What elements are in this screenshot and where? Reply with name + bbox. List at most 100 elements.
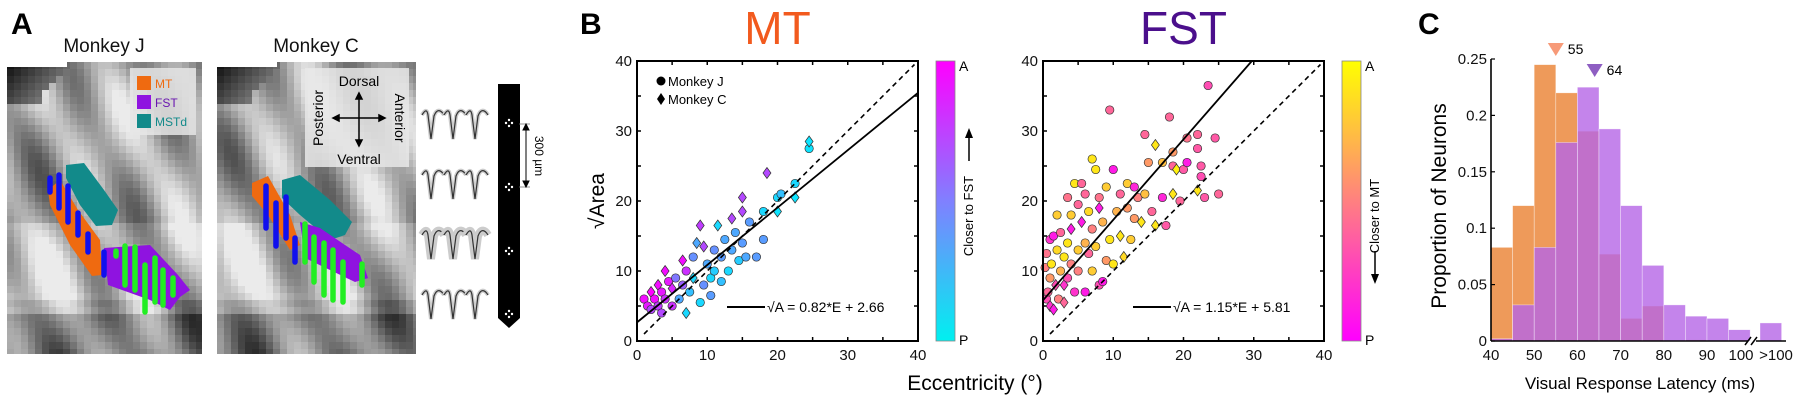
mri-voxel <box>126 69 134 77</box>
mri-voxel <box>133 349 141 354</box>
mri-voxel <box>21 132 29 140</box>
mri-voxel <box>175 237 183 245</box>
mri-voxel <box>392 237 400 245</box>
mri-voxel <box>91 223 99 231</box>
mri-voxel <box>287 258 295 266</box>
mri-voxel <box>98 111 106 119</box>
mri-voxel <box>42 335 50 343</box>
mri-voxel <box>413 139 416 147</box>
mri-voxel <box>63 293 71 301</box>
mri-voxel <box>175 160 183 168</box>
mri-voxel <box>217 307 225 315</box>
mri-voxel <box>196 167 202 175</box>
data-point-monkey-j <box>1091 241 1101 252</box>
mri-voxel <box>35 118 43 126</box>
mri-voxel <box>371 202 379 210</box>
mri-voxel <box>112 237 120 245</box>
mri-voxel <box>70 83 78 91</box>
mri-voxel <box>196 188 202 196</box>
mri-voxel <box>189 258 197 266</box>
mri-voxel <box>91 286 99 294</box>
mri-voxel <box>42 314 50 322</box>
mri-voxel <box>56 258 64 266</box>
mri-voxel <box>119 223 127 231</box>
mri-voxel <box>280 265 288 273</box>
mri-voxel <box>119 293 127 301</box>
mri-voxel <box>259 209 267 217</box>
mri-voxel <box>91 83 99 91</box>
mri-voxel <box>273 160 281 168</box>
mri-voxel <box>182 349 190 354</box>
mri-voxel <box>245 307 253 315</box>
mri-voxel <box>14 97 22 105</box>
mri-voxel <box>399 181 407 189</box>
mri-voxel <box>91 160 99 168</box>
mri-voxel <box>301 69 309 77</box>
mri-voxel <box>385 335 393 343</box>
mri-voxel <box>273 286 281 294</box>
data-point-monkey-j <box>1214 189 1224 199</box>
mri-voxel <box>14 181 22 189</box>
mri-voxel <box>161 160 169 168</box>
mri-voxel <box>266 216 274 224</box>
mri-voxel <box>217 181 225 189</box>
mri-voxel <box>112 97 120 105</box>
mri-voxel <box>182 223 190 231</box>
mri-voxel <box>196 300 202 308</box>
mri-voxel <box>224 90 232 98</box>
legend-label-monkey-j: Monkey J <box>668 74 724 89</box>
mri-voxel <box>28 244 36 252</box>
mri-voxel <box>105 76 113 84</box>
mri-voxel <box>168 230 176 238</box>
mri-voxel <box>105 314 113 322</box>
legend-circle-icon <box>656 76 666 86</box>
mri-voxel <box>77 335 85 343</box>
data-point-monkey-j <box>709 245 719 255</box>
mri-voxel <box>7 349 15 354</box>
mri-voxel <box>280 300 288 308</box>
mri-voxel <box>14 125 22 133</box>
mri-voxel <box>112 90 120 98</box>
mri-voxel <box>70 300 78 308</box>
mri-voxel <box>42 230 50 238</box>
mri-voxel <box>14 69 22 77</box>
mri-voxel <box>49 125 57 133</box>
mri-voxel <box>280 349 288 354</box>
mri-voxel <box>7 300 15 308</box>
mri-voxel <box>322 307 330 315</box>
mri-voxel <box>182 188 190 196</box>
mri-voxel <box>70 307 78 315</box>
mri-voxel <box>70 69 78 77</box>
mri-voxel <box>266 160 274 168</box>
mri-voxel <box>308 300 316 308</box>
mri-voxel <box>133 230 141 238</box>
mri-voxel <box>413 349 416 354</box>
mri-voxel <box>14 146 22 154</box>
mri-voxel <box>357 286 365 294</box>
mri-voxel <box>147 209 155 217</box>
mri-voxel <box>343 62 351 70</box>
mri-voxel <box>413 321 416 329</box>
data-point-monkey-j <box>1210 133 1220 143</box>
mri-voxel <box>259 251 267 259</box>
mri-voxel <box>147 307 155 315</box>
mri-voxel <box>63 300 71 308</box>
mri-voxel <box>49 286 57 294</box>
mri-voxel <box>189 202 197 210</box>
mri-voxel <box>350 307 358 315</box>
mri-voxel <box>238 258 246 266</box>
mri-voxel <box>371 62 379 70</box>
mri-voxel <box>105 97 113 105</box>
mri-voxel <box>42 223 50 231</box>
data-point-monkey-j <box>1196 161 1206 171</box>
mri-voxel <box>336 237 344 245</box>
mri-voxel <box>259 328 267 336</box>
data-point-monkey-j <box>730 227 740 238</box>
mri-voxel <box>21 104 29 112</box>
mri-voxel <box>28 314 36 322</box>
mri-voxel <box>21 153 29 161</box>
mri-voxel <box>245 286 253 294</box>
mri-voxel <box>385 223 393 231</box>
mri-voxel <box>266 132 274 140</box>
mri-voxel <box>56 69 64 77</box>
